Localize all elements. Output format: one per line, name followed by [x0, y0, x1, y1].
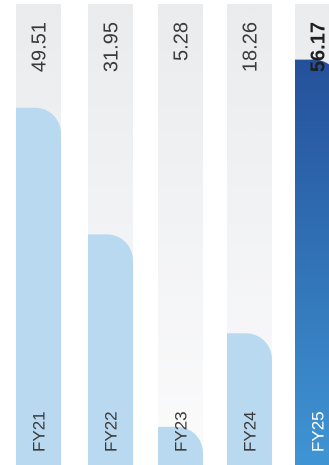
bar-track-fy23: [158, 4, 203, 465]
category-label-fy22: FY22: [102, 411, 121, 452]
category-label-fy25: FY25: [309, 411, 328, 452]
bar-fy24: [227, 333, 272, 465]
value-label-fy25: 56.17: [308, 22, 329, 72]
bars: [16, 59, 329, 465]
bar-tracks: [16, 4, 329, 465]
category-label-fy23: FY23: [172, 411, 191, 452]
bar-fy21: [16, 107, 61, 465]
value-label-fy22: 31.95: [101, 22, 123, 72]
value-label-fy23: 5.28: [171, 22, 193, 61]
bar-fy23: [158, 426, 203, 465]
category-label-fy24: FY24: [241, 411, 260, 452]
category-label-fy21: FY21: [30, 411, 49, 452]
value-label-fy21: 49.51: [29, 22, 51, 72]
bar-fy22: [88, 234, 133, 465]
bar-fy25: [295, 59, 329, 465]
labels: 49.51 FY21 31.95 FY22 5.28 FY23 18.26 FY24 56.17…: [29, 22, 329, 452]
value-label-fy24: 18.26: [240, 22, 262, 72]
